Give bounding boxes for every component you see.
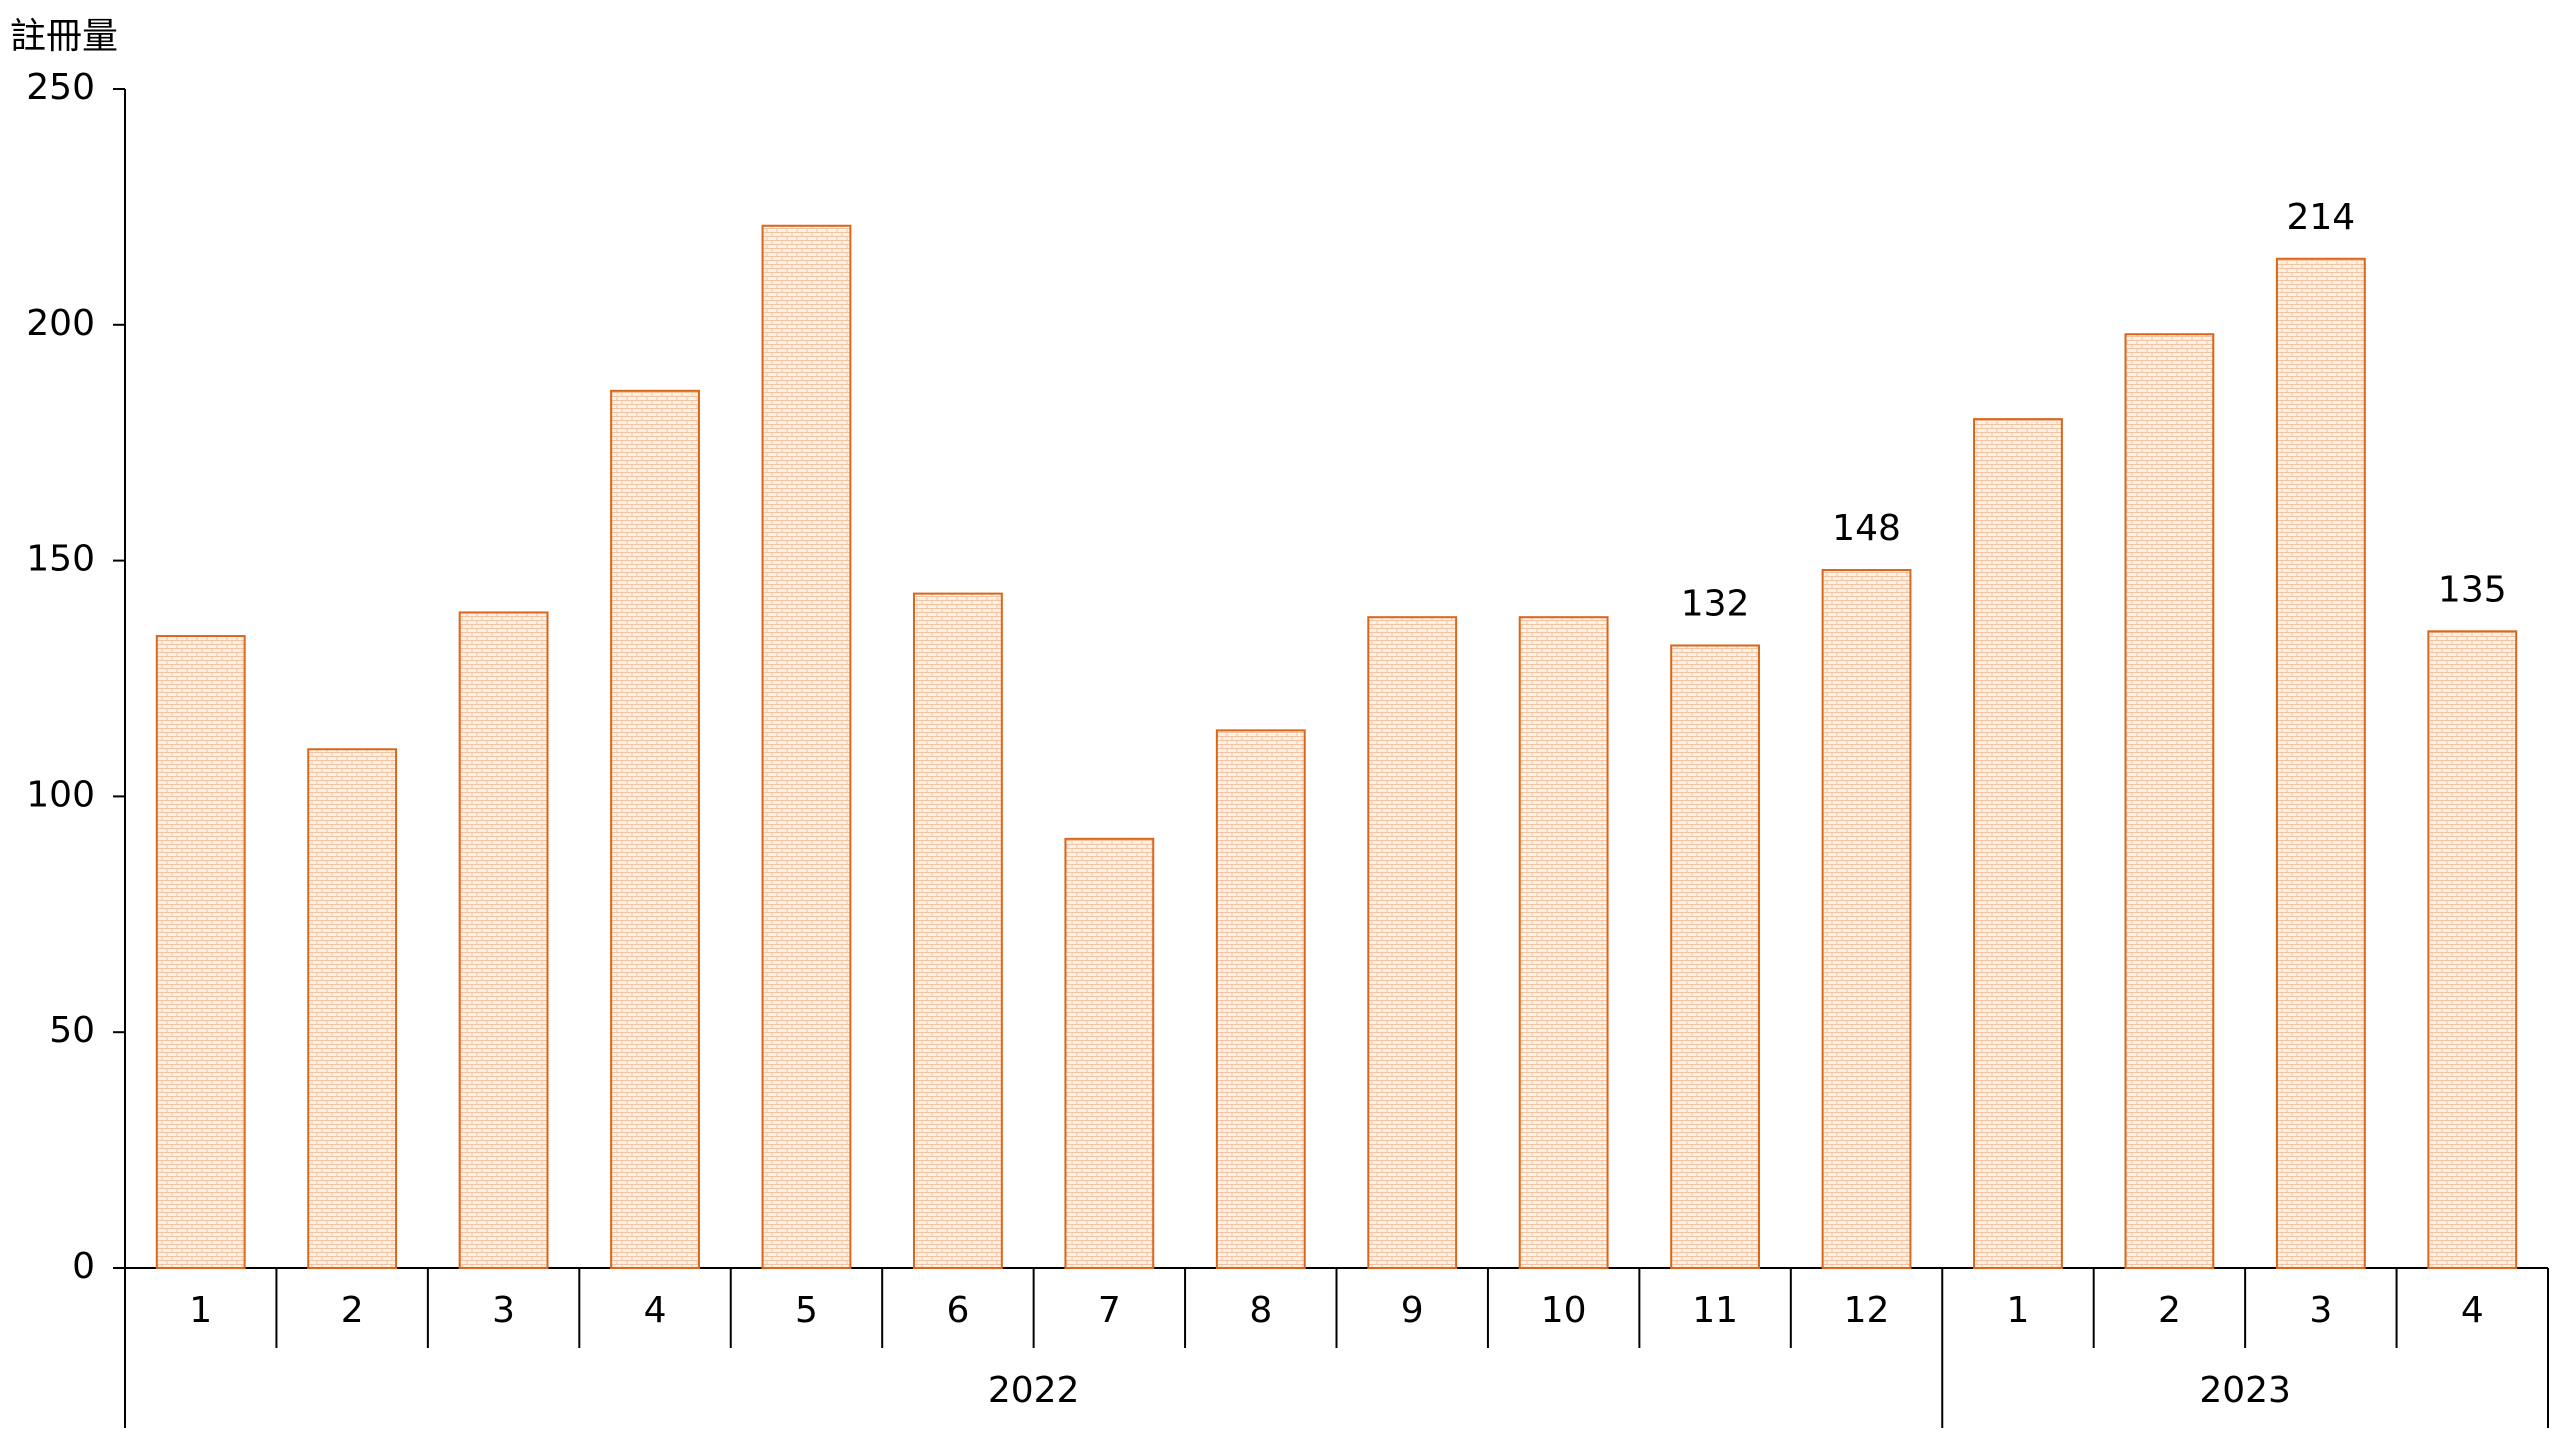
bar	[1215, 729, 1306, 1269]
y-tick-label: 0	[72, 1246, 95, 1287]
y-tick-label: 200	[26, 303, 95, 344]
value-label: 214	[2286, 197, 2355, 238]
value-label: 135	[2438, 569, 2507, 610]
bar	[1518, 616, 1609, 1269]
bar	[610, 389, 700, 1270]
y-tick-label: 100	[26, 774, 95, 815]
group-label: 2023	[2199, 1370, 2291, 1411]
y-tick-label: 250	[26, 67, 95, 108]
x-tick-label: 9	[1401, 1290, 1424, 1331]
x-tick-label: 10	[1541, 1290, 1587, 1331]
x-tick-label: 5	[795, 1290, 818, 1331]
x-tick-label: 7	[1098, 1290, 1121, 1331]
x-tick-label: 4	[644, 1290, 667, 1331]
y-tick-label: 150	[26, 539, 95, 580]
bar	[1670, 644, 1761, 1269]
x-tick-label: 8	[1249, 1290, 1272, 1331]
x-tick-label: 6	[946, 1290, 969, 1331]
bar	[761, 224, 852, 1269]
bar	[1367, 616, 1458, 1269]
bar	[307, 748, 398, 1269]
x-tick-label: 12	[1844, 1290, 1890, 1331]
x-tick-label: 11	[1692, 1290, 1738, 1331]
bar	[2124, 333, 2215, 1269]
y-tick-label: 50	[49, 1010, 95, 1051]
value-label: 148	[1832, 508, 1901, 549]
y-axis-title: 註冊量	[10, 16, 118, 57]
bar	[1821, 569, 1912, 1269]
x-tick-label: 2	[2158, 1290, 2181, 1331]
x-tick-label: 1	[2007, 1290, 2030, 1331]
group-label: 2022	[988, 1370, 1080, 1411]
bar	[912, 592, 1003, 1269]
x-tick-label: 4	[2461, 1290, 2484, 1331]
value-label: 132	[1681, 583, 1750, 624]
bar	[2275, 257, 2366, 1269]
bar	[458, 611, 549, 1269]
bar	[1064, 837, 1155, 1269]
bar	[155, 635, 246, 1269]
x-tick-label: 1	[189, 1290, 212, 1331]
x-tick-label: 3	[2309, 1290, 2332, 1331]
x-tick-label: 3	[492, 1290, 515, 1331]
x-tick-label: 2	[341, 1290, 364, 1331]
bar	[1973, 418, 2063, 1269]
bar	[2427, 630, 2518, 1269]
